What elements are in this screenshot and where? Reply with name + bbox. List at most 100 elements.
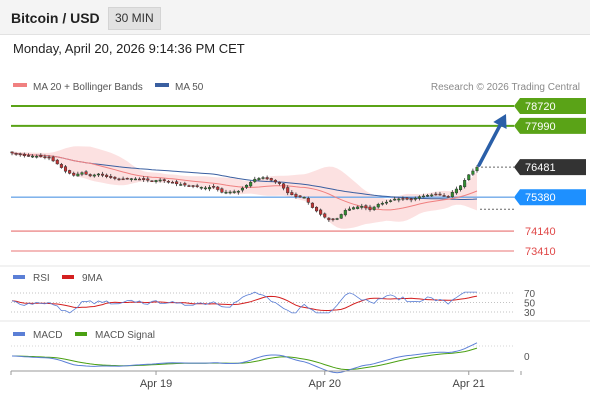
- candle-body: [343, 210, 347, 216]
- candle-body: [269, 178, 273, 181]
- candle: [290, 190, 294, 196]
- key-levels: [11, 105, 514, 252]
- candle-body: [249, 181, 253, 187]
- candle: [327, 217, 331, 222]
- candle-body: [467, 174, 471, 180]
- candle: [228, 190, 232, 195]
- candle: [352, 206, 356, 210]
- candle-body: [405, 197, 409, 200]
- candle-body: [286, 187, 290, 194]
- candle: [146, 176, 150, 183]
- candle-body: [339, 214, 343, 219]
- candle-body: [434, 193, 438, 196]
- candle-body: [63, 166, 68, 172]
- candle-body: [459, 185, 463, 190]
- candle-body: [438, 193, 442, 196]
- candle: [282, 183, 286, 191]
- resistance-tag-1-text: 78720: [525, 101, 556, 113]
- candle: [150, 180, 154, 183]
- candle-body: [273, 179, 277, 183]
- candle: [175, 179, 179, 187]
- candle: [364, 204, 368, 211]
- candle-body: [384, 201, 388, 204]
- candle-body: [319, 209, 323, 215]
- candle-body: [454, 188, 458, 194]
- candle: [76, 171, 80, 177]
- candle: [162, 178, 166, 183]
- rsi-level-label: 30: [524, 308, 536, 319]
- candle-body: [265, 177, 269, 180]
- candle-body: [216, 186, 220, 190]
- candle: [35, 154, 39, 159]
- candle: [265, 175, 269, 181]
- rsi-level-label: 50: [524, 299, 536, 310]
- resistance-tag-1: 78720: [514, 98, 586, 114]
- rsi-legend-swatch: [13, 275, 25, 279]
- candle: [109, 173, 113, 179]
- candle: [68, 169, 72, 175]
- candle-body: [417, 196, 421, 199]
- x-tick-label: Apr 20: [309, 378, 341, 390]
- candle: [207, 185, 212, 192]
- candle-body: [282, 183, 286, 189]
- candle: [401, 196, 405, 201]
- candle-body: [426, 195, 430, 197]
- candle-body: [232, 191, 236, 193]
- candle: [286, 185, 290, 196]
- candle: [323, 212, 327, 219]
- candle: [273, 179, 277, 184]
- macd-level-label: 0: [524, 352, 530, 363]
- x-tick-label: Apr 19: [140, 378, 172, 390]
- candle-body: [150, 180, 154, 183]
- candle-body: [18, 153, 22, 156]
- candle-body: [191, 185, 195, 187]
- candle-body: [302, 196, 306, 199]
- candle: [319, 208, 323, 217]
- timeframe-badge[interactable]: 30 MIN: [108, 7, 161, 30]
- candle-body: [76, 173, 80, 177]
- candle: [384, 199, 388, 205]
- candle-body: [179, 184, 183, 186]
- candle: [380, 201, 384, 206]
- support-tag-2-text: 73410: [525, 246, 556, 258]
- pivot-tag-text: 75380: [525, 192, 556, 204]
- candle-body: [376, 204, 380, 208]
- candle: [43, 154, 47, 160]
- candle: [216, 185, 220, 192]
- candle: [393, 196, 397, 201]
- candle: [405, 197, 409, 201]
- candle: [417, 195, 421, 201]
- candle: [360, 203, 364, 210]
- current-price-tag-box: [514, 159, 586, 176]
- candle: [253, 176, 257, 184]
- candle-body: [39, 155, 43, 158]
- candle: [261, 176, 265, 180]
- candle: [245, 184, 249, 190]
- candle-body: [475, 166, 479, 172]
- support-tag-2: 73410: [525, 246, 556, 258]
- candle: [446, 195, 450, 198]
- candle: [51, 155, 55, 163]
- candle-body: [380, 202, 384, 205]
- candle-body: [199, 186, 203, 189]
- macd-guides: 0: [11, 345, 530, 363]
- candle-body: [310, 202, 314, 208]
- candle-body: [446, 196, 450, 198]
- candle: [426, 193, 430, 197]
- ma20-legend-swatch: [13, 83, 27, 87]
- candle-body: [323, 213, 327, 218]
- candle-body: [47, 156, 51, 159]
- candle-body: [331, 218, 335, 221]
- candle: [397, 197, 401, 203]
- candle-body: [187, 185, 191, 187]
- candle: [335, 217, 339, 221]
- candle-body: [430, 194, 434, 197]
- candle-body: [335, 218, 339, 220]
- candle-body: [290, 192, 294, 195]
- candle: [471, 168, 475, 176]
- candle-body: [372, 206, 376, 210]
- candle: [463, 178, 467, 189]
- candle: [269, 177, 273, 182]
- candle: [413, 196, 417, 202]
